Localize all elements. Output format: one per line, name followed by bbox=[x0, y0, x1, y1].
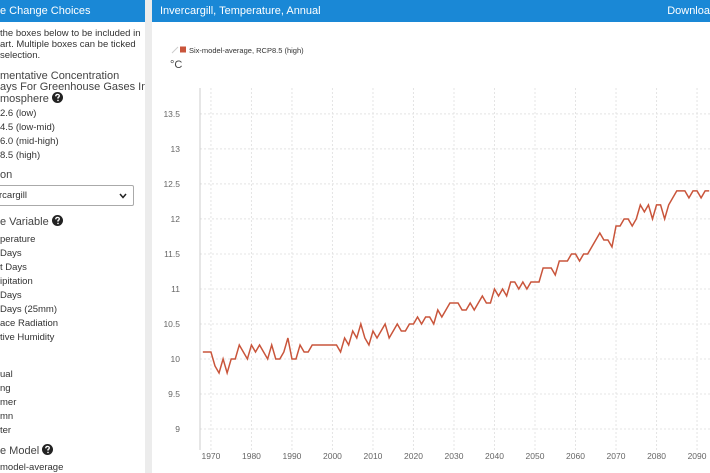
variable-option[interactable]: perature bbox=[0, 234, 36, 245]
season-option[interactable]: ng bbox=[0, 383, 11, 394]
x-tick-label: 2010 bbox=[364, 451, 383, 461]
chevron bbox=[119, 193, 127, 199]
data-line bbox=[202, 190, 710, 376]
y-tick-label: 13 bbox=[171, 144, 181, 154]
x-tick-label: 2020 bbox=[404, 451, 423, 461]
sidebar: e Change Choices the boxes below to be i… bbox=[0, 0, 145, 473]
variable-option[interactable]: Days bbox=[0, 248, 22, 259]
download-link[interactable]: Downloa bbox=[667, 5, 710, 17]
season-option[interactable]: mn bbox=[0, 411, 14, 422]
x-tick-label: 1970 bbox=[201, 451, 220, 461]
x-tick-label: 2000 bbox=[323, 451, 342, 461]
x-tick-label: 1980 bbox=[242, 451, 261, 461]
x-tick-label: 2040 bbox=[485, 451, 504, 461]
x-tick-label: 2080 bbox=[647, 451, 666, 461]
pathway-option[interactable]: 6.0 (mid-high) bbox=[0, 136, 59, 147]
y-tick-label: 10.5 bbox=[163, 319, 180, 329]
pathway-option[interactable]: 2.6 (low) bbox=[0, 108, 37, 119]
pathway-option[interactable]: 4.5 (low-mid) bbox=[0, 122, 55, 133]
y-tick-label: 9 bbox=[175, 424, 180, 434]
help-icon[interactable] bbox=[51, 215, 63, 226]
chart-panel: Invercargill, Temperature, Annual Downlo… bbox=[152, 0, 710, 473]
intro-text: selection. bbox=[0, 50, 41, 61]
section-title: ays For Greenhouse Gases In bbox=[0, 81, 145, 93]
panel-title: Invercargill, Temperature, Annual bbox=[160, 5, 321, 17]
y-tick-label: 10 bbox=[171, 354, 181, 364]
intro-text: art. Multiple boxes can be ticked bbox=[0, 39, 136, 50]
sidebar-header: e Change Choices bbox=[0, 0, 145, 22]
y-tick-label: 12.5 bbox=[163, 179, 180, 189]
y-tick-label: 12 bbox=[171, 214, 181, 224]
y-tick-label: 9.5 bbox=[168, 389, 180, 399]
variable-option[interactable]: Days bbox=[0, 290, 22, 301]
y-tick-label: 11 bbox=[171, 284, 180, 294]
y-tick-label: 13.5 bbox=[163, 109, 180, 119]
chart: 9 9.5 10 10.5 11 11.5 12 12.5 13 13.5 1970 1980 1990… bbox=[163, 46, 710, 461]
legend-swatch bbox=[180, 46, 186, 53]
model-option[interactable]: model-average bbox=[0, 462, 64, 473]
section-title: e Model bbox=[0, 444, 54, 457]
y-axis-label: °C bbox=[170, 59, 182, 71]
pathway-option[interactable]: 8.5 (high) bbox=[0, 150, 41, 161]
y-tick-label: 11.5 bbox=[164, 249, 180, 259]
legend-icon bbox=[171, 46, 179, 54]
season-option[interactable]: ter bbox=[0, 425, 12, 436]
legend-label: Six-model-average, RCP8.5 (high) bbox=[189, 46, 304, 55]
section-title: e Variable bbox=[0, 215, 63, 228]
x-tick-label: 2030 bbox=[445, 451, 464, 461]
variable-option[interactable]: ace Radiation bbox=[0, 318, 59, 329]
intro-text: the boxes below to be included in bbox=[0, 28, 141, 39]
x-tick-label: 2060 bbox=[566, 451, 585, 461]
variable-option[interactable]: Days (25mm) bbox=[0, 304, 58, 315]
section-title: mentative Concentration bbox=[0, 70, 120, 82]
x-tick-label: 2090 bbox=[688, 451, 707, 461]
x-tick-label: 2050 bbox=[526, 451, 545, 461]
variable-option[interactable]: ipitation bbox=[0, 276, 33, 287]
season-option[interactable]: mer bbox=[0, 397, 17, 408]
section-title: mosphere bbox=[0, 92, 63, 105]
select-value: rcargill bbox=[0, 190, 27, 201]
location-select[interactable]: rcargill bbox=[0, 185, 134, 206]
help-icon[interactable] bbox=[51, 92, 63, 103]
season-option[interactable]: ual bbox=[0, 369, 13, 380]
x-tick-label: 1990 bbox=[282, 451, 301, 461]
panel-header: Invercargill, Temperature, Annual Downlo… bbox=[152, 0, 710, 22]
x-tick-label: 2070 bbox=[607, 451, 626, 461]
variable-option[interactable]: tive Humidity bbox=[0, 332, 55, 343]
section-title: on bbox=[0, 169, 13, 181]
variable-option[interactable]: t Days bbox=[0, 262, 27, 273]
help-icon[interactable] bbox=[42, 444, 54, 455]
